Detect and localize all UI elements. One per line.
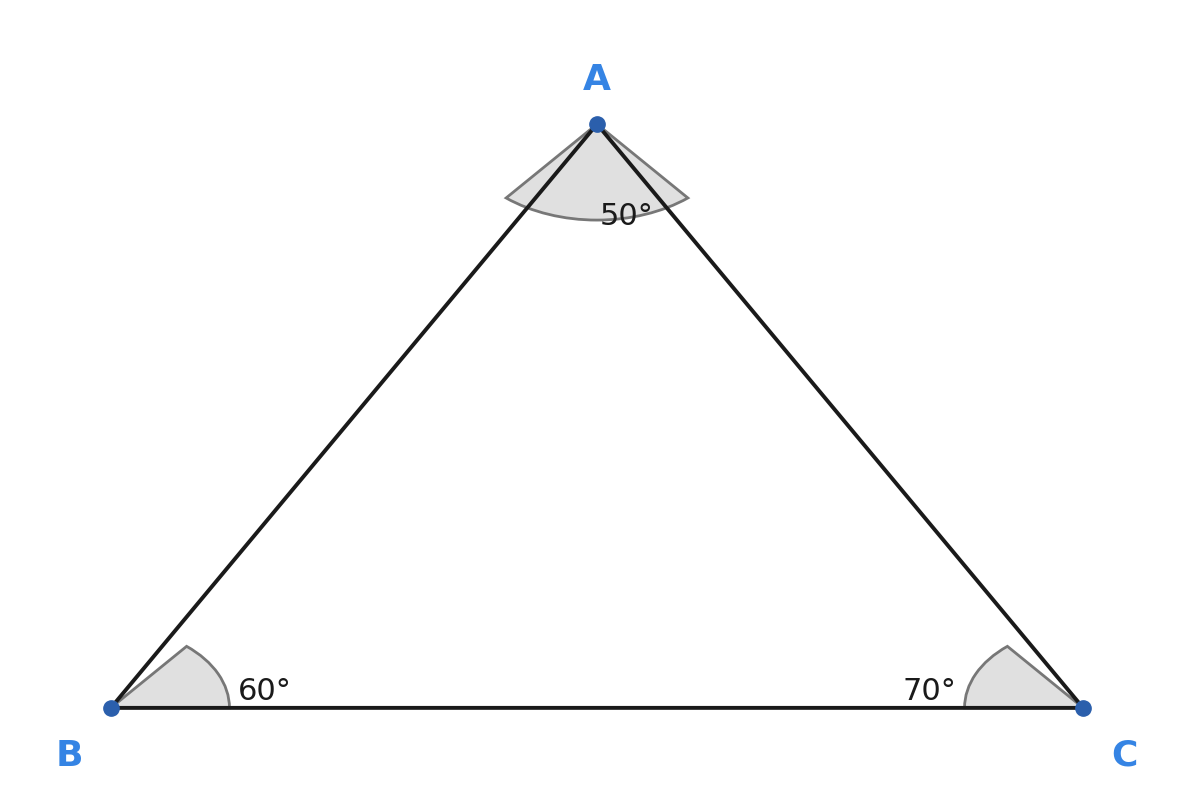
Text: C: C (1112, 739, 1138, 773)
Text: A: A (583, 63, 611, 97)
Text: 60°: 60° (238, 677, 293, 706)
Wedge shape (111, 646, 229, 708)
Text: B: B (56, 739, 84, 773)
Wedge shape (506, 124, 688, 220)
Wedge shape (965, 646, 1083, 708)
Text: 70°: 70° (901, 677, 956, 706)
Text: 50°: 50° (599, 201, 653, 230)
